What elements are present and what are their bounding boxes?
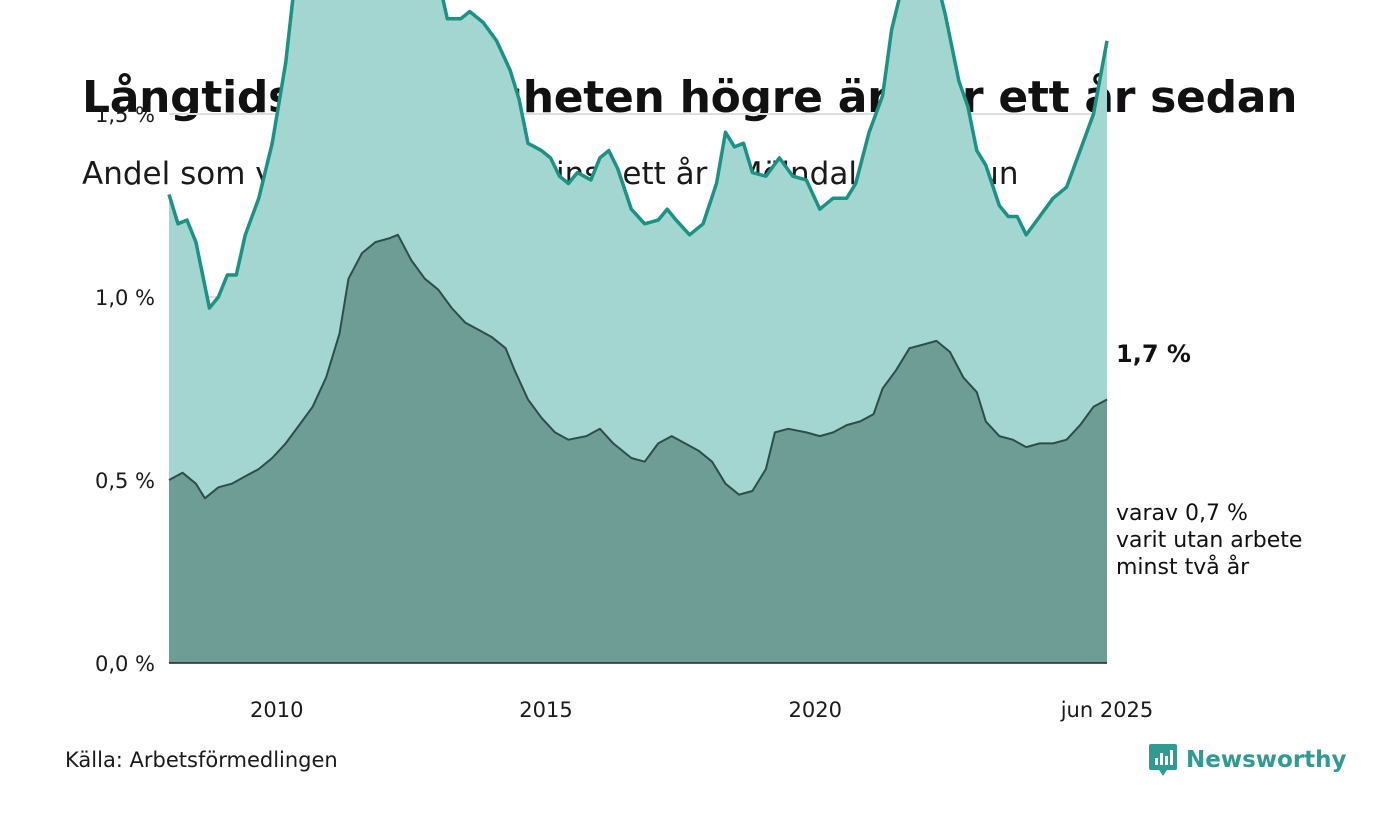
lower-series-area <box>169 234 1107 664</box>
y-tick-label: 0,0 % <box>95 652 155 676</box>
y-axis: 0,0 %0,5 %1,0 %1,5 %2,0 % <box>95 103 155 676</box>
lower-series-line <box>168 233 1108 500</box>
x-tick-label: 2010 <box>250 698 303 722</box>
y-tick-label: 1,5 % <box>95 103 155 127</box>
x-tick-label: jun 2025 <box>1060 698 1154 722</box>
x-tick-label: 2020 <box>789 698 842 722</box>
lower-series-label-line-1: varav 0,7 % <box>1116 501 1248 526</box>
y-tick-label: 1,0 % <box>95 286 155 310</box>
brand-name: Newsworthy <box>1186 747 1347 773</box>
source-note: Källa: Arbetsförmedlingen <box>65 748 338 772</box>
end-value-label: 1,7 % <box>1116 340 1191 368</box>
brand-logo: Newsworthy <box>1148 742 1347 778</box>
lower-series-label-line-2: varit utan arbete <box>1116 528 1302 553</box>
lower-series-label-line-3: minst två år <box>1116 554 1250 580</box>
x-axis: 2010 2015 2020 jun 2025 <box>250 698 1153 722</box>
x-tick-label: 2015 <box>519 698 572 722</box>
upper-series-line <box>167 0 1109 310</box>
newsworthy-logo-icon <box>1149 744 1177 776</box>
series-areas <box>167 0 1109 664</box>
y-tick-label: 0,5 % <box>95 469 155 493</box>
